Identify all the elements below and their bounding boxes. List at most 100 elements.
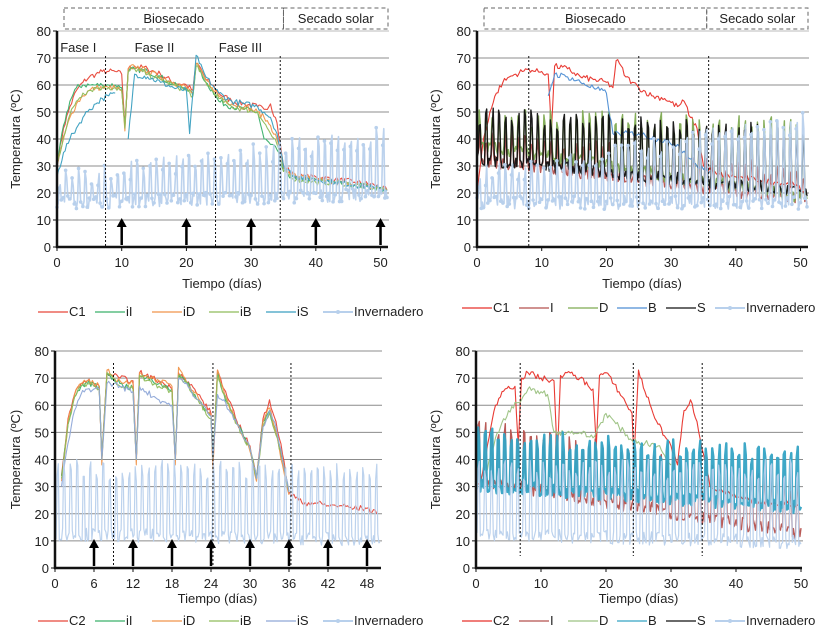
x-tick-label: 40 — [729, 255, 743, 270]
series-marker-invernadero — [266, 200, 271, 205]
series-marker-invernadero — [335, 148, 340, 153]
series-marker-invernadero — [260, 194, 264, 198]
series-marker-invernadero — [303, 147, 307, 152]
series-marker-invernadero — [201, 193, 206, 197]
turning-arrow-head — [284, 539, 294, 548]
series-marker-invernadero — [367, 147, 372, 151]
x-tick-label: 30 — [664, 576, 678, 591]
series-marker-invernadero — [238, 148, 243, 153]
series-marker-invernadero — [339, 199, 344, 204]
phase-header-label: Secado solar — [298, 11, 375, 26]
series-marker-invernadero — [718, 206, 723, 211]
series-marker-invernadero — [565, 202, 570, 207]
legend-label-is: iS — [297, 613, 309, 628]
series-marker-invernadero — [630, 204, 635, 208]
legend-label-c1: C1 — [493, 300, 510, 315]
legend-label-s: S — [697, 300, 706, 315]
y-tick-label: 30 — [35, 480, 49, 495]
turning-arrow-head — [375, 218, 386, 227]
series-marker-invernadero — [742, 136, 747, 140]
series-marker-invernadero — [533, 201, 538, 206]
series-marker-invernadero — [305, 192, 309, 196]
legend: C1 iI iD iB iS Invernadero — [38, 304, 423, 319]
series-marker-invernadero — [74, 206, 79, 211]
series-marker-invernadero — [346, 188, 350, 193]
series-marker-invernadero — [738, 205, 742, 210]
series-marker-invernadero — [766, 201, 770, 206]
series-marker-invernadero — [182, 198, 187, 203]
series-marker-invernadero — [485, 201, 490, 205]
series-marker-invernadero — [746, 206, 751, 210]
series-marker-invernadero — [163, 192, 167, 197]
series-marker-invernadero — [544, 205, 548, 210]
y-tick-label: 20 — [457, 186, 471, 201]
series-marker-invernadero — [83, 169, 87, 174]
series-marker-invernadero — [150, 196, 154, 201]
series-marker-invernadero — [514, 196, 518, 200]
series-marker-invernadero — [352, 188, 357, 193]
series-marker-invernadero — [604, 199, 609, 204]
series-marker-invernadero — [539, 197, 544, 202]
turning-arrow-head — [206, 539, 216, 548]
series-marker-invernadero — [219, 155, 223, 160]
legend-label-invernadero: Invernadero — [354, 613, 423, 628]
series-marker-invernadero — [180, 164, 184, 169]
series-marker-invernadero — [634, 195, 639, 199]
legend-label-ii: iI — [126, 613, 133, 628]
series-marker-invernadero — [680, 206, 684, 211]
series-marker-invernadero — [158, 192, 163, 197]
series-marker-invernadero — [792, 195, 796, 199]
series-marker-invernadero — [59, 198, 64, 202]
series-marker-invernadero — [677, 152, 682, 157]
series-marker-invernadero — [145, 193, 150, 198]
y-tick-label: 80 — [456, 344, 470, 359]
series-marker-invernadero — [106, 206, 111, 210]
x-tick-label: 20 — [599, 576, 613, 591]
series-marker-invernadero — [234, 195, 238, 199]
series-marker-invernadero — [195, 203, 199, 207]
series-marker-invernadero — [619, 143, 624, 148]
series-marker-invernadero — [488, 198, 492, 203]
series-marker-invernadero — [188, 200, 193, 205]
series-marker-invernadero — [725, 201, 729, 206]
series-marker-invernadero — [617, 203, 622, 208]
series-marker-invernadero — [494, 194, 499, 199]
series-marker-invernadero — [314, 191, 318, 196]
series-marker-invernadero — [490, 176, 494, 180]
turning-arrow-head — [116, 218, 127, 227]
series-marker-invernadero — [639, 149, 643, 154]
phase-label: Fase I — [60, 40, 96, 55]
series-marker-invernadero — [307, 196, 312, 201]
series-marker-invernadero — [270, 160, 275, 164]
series-marker-invernadero — [165, 201, 169, 205]
y-tick-label: 30 — [457, 159, 471, 174]
series-marker-invernadero — [624, 199, 628, 204]
x-tick-label: 50 — [373, 255, 387, 270]
series-marker-invernadero — [262, 201, 266, 206]
turning-arrow-head — [167, 539, 177, 548]
series-marker-invernadero — [716, 137, 721, 141]
series-marker-invernadero — [729, 129, 734, 134]
series-marker-invernadero — [178, 197, 182, 201]
legend-marker — [336, 310, 340, 314]
series-marker-invernadero — [542, 166, 546, 170]
series-marker-invernadero — [805, 205, 809, 209]
legend-marker — [336, 619, 340, 623]
x-tick-label: 50 — [793, 255, 807, 270]
y-tick-label: 60 — [37, 78, 51, 93]
series-marker-invernadero — [126, 195, 130, 200]
series-marker-invernadero — [331, 200, 335, 204]
x-tick-label: 10 — [114, 255, 128, 270]
series-marker-invernadero — [785, 195, 790, 200]
legend-label-i: I — [550, 300, 554, 315]
y-tick-label: 0 — [463, 561, 470, 576]
series-marker-invernadero — [611, 202, 615, 207]
series-marker-invernadero — [684, 139, 689, 144]
series-marker-invernadero — [507, 202, 512, 206]
x-tick-label: 20 — [599, 255, 613, 270]
phase-header-box — [63, 7, 284, 30]
series-marker-invernadero — [70, 176, 74, 180]
series-marker-invernadero — [294, 196, 299, 201]
series-marker-invernadero — [593, 164, 598, 168]
y-axis-label: Temperatura (ºC) — [428, 410, 443, 509]
